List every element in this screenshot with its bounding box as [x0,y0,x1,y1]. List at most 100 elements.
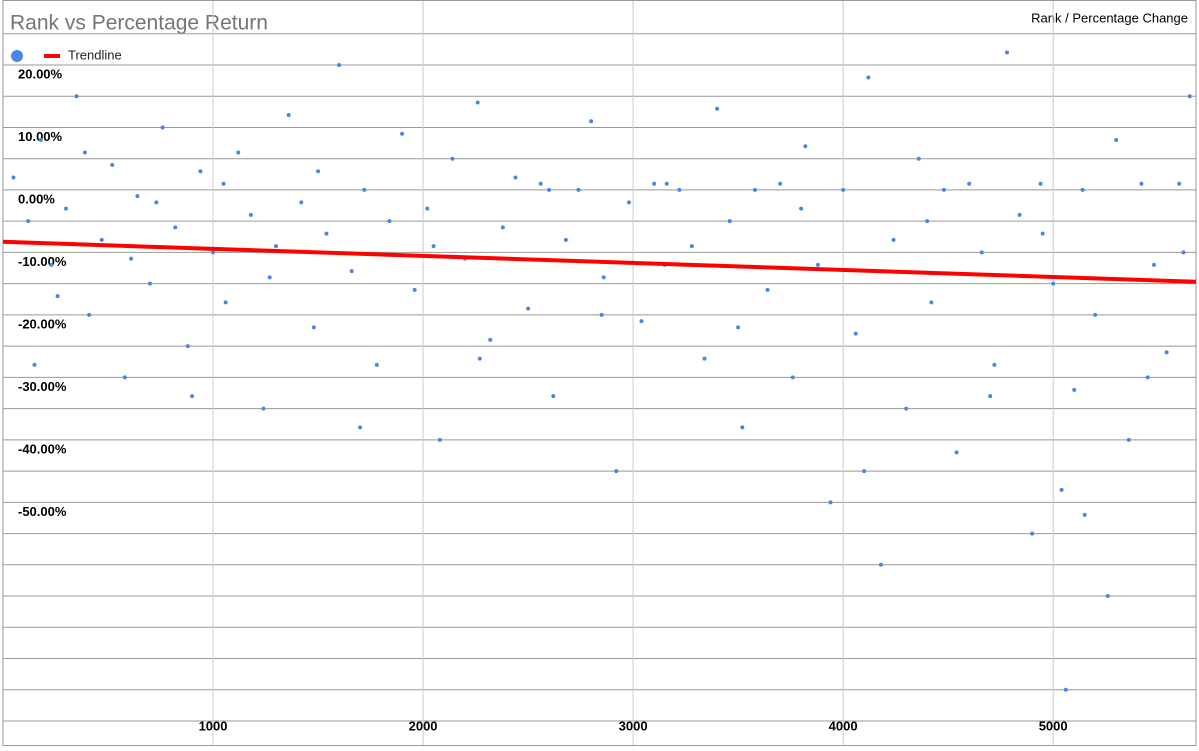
y-tick-label: -10.00% [18,254,67,269]
scatter-point [349,269,354,274]
scatter-point [740,425,745,430]
scatter-point [538,181,543,186]
scatter-point [437,437,442,442]
scatter-point [1093,312,1098,317]
scatter-point [904,406,909,411]
legend-marker [44,54,60,58]
scatter-point [878,562,883,567]
scatter-point [727,219,732,224]
scatter-point [513,175,518,180]
scatter-point [99,237,104,242]
trendline [2,239,1197,284]
scatter-point [589,119,594,124]
scatter-point [652,181,657,186]
scatter-point [223,300,228,305]
scatter-point [190,394,195,399]
scatter-point [916,156,921,161]
scatter-point [967,181,972,186]
scatter-point [160,125,165,130]
scatter-point [32,362,37,367]
scatter-point [412,287,417,292]
scatter-point [1139,181,1144,186]
scatter-point [1126,437,1131,442]
scatter-point [626,200,631,205]
scatter-point [55,294,60,299]
scatter-point [979,250,984,255]
y-tick-label: -40.00% [18,441,67,456]
legend-label: Trendline [68,47,122,62]
scatter-point [1030,531,1035,536]
scatter-point [1063,687,1068,692]
scatter-point [1017,212,1022,217]
y-tick-label: 0.00% [18,191,55,206]
scatter-point [211,250,216,255]
scatter-point [941,187,946,192]
scatter-point [425,206,430,211]
scatter-point [752,187,757,192]
scatter-point [1181,250,1186,255]
scatter-point [286,112,291,117]
y-tick-label: -20.00% [18,316,67,331]
scatter-point [778,181,783,186]
x-tick-label: 1000 [199,718,228,733]
scatter-point [11,175,16,180]
scatter-point [387,219,392,224]
scatter-point [551,394,556,399]
scatter-point [1114,137,1119,142]
scatter-point [1177,181,1182,186]
scatter-point [154,200,159,205]
scatter-point [500,225,505,230]
scatter-point [828,500,833,505]
y-tick-label: -50.00% [18,504,67,519]
scatter-point [1040,231,1045,236]
scatter-point [236,150,241,155]
scatter-point [547,187,552,192]
scatter-point [299,200,304,205]
scatter-point [702,356,707,361]
scatter-point [803,144,808,149]
y-tick-label: -30.00% [18,379,67,394]
chart-subtitle: Rank / Percentage Change [1031,10,1188,25]
scatter-point [87,312,92,317]
scatter-point [135,194,140,199]
scatter-point [576,187,581,192]
scatter-point [1004,50,1009,55]
scatter-point [689,244,694,249]
scatter-point [866,75,871,80]
legend-marker [11,50,23,62]
x-tick-label: 2000 [409,718,438,733]
scatter-point [74,94,79,99]
scatter-point [337,62,342,67]
scatter-point [248,212,253,217]
scatter-point [488,337,493,342]
scatter-point [526,306,531,311]
scatter-point [1151,262,1156,267]
scatter-point [1164,350,1169,355]
scatter-point [1038,181,1043,186]
scatter-point [82,150,87,155]
scatter-point [1187,94,1192,99]
scatter-point [639,319,644,324]
scatter-point [400,131,405,136]
scatter-point [925,219,930,224]
scatter-point [1059,487,1064,492]
scatter-point [1080,187,1085,192]
scatter-point [221,181,226,186]
scatter-point [49,262,54,267]
x-tick-label: 5000 [1039,718,1068,733]
scatter-point [1105,594,1110,599]
scatter-point [431,244,436,249]
scatter-point [316,169,321,174]
scatter-point [677,187,682,192]
scatter-point [988,394,993,399]
scatter-point [324,231,329,236]
scatter-point [38,137,43,142]
scatter-point [475,100,480,105]
scatter-point [1072,387,1077,392]
scatter-point [736,325,741,330]
scatter-point [765,287,770,292]
scatter-point [110,162,115,167]
scatter-point [891,237,896,242]
chart-title: Rank vs Percentage Return [10,12,268,35]
